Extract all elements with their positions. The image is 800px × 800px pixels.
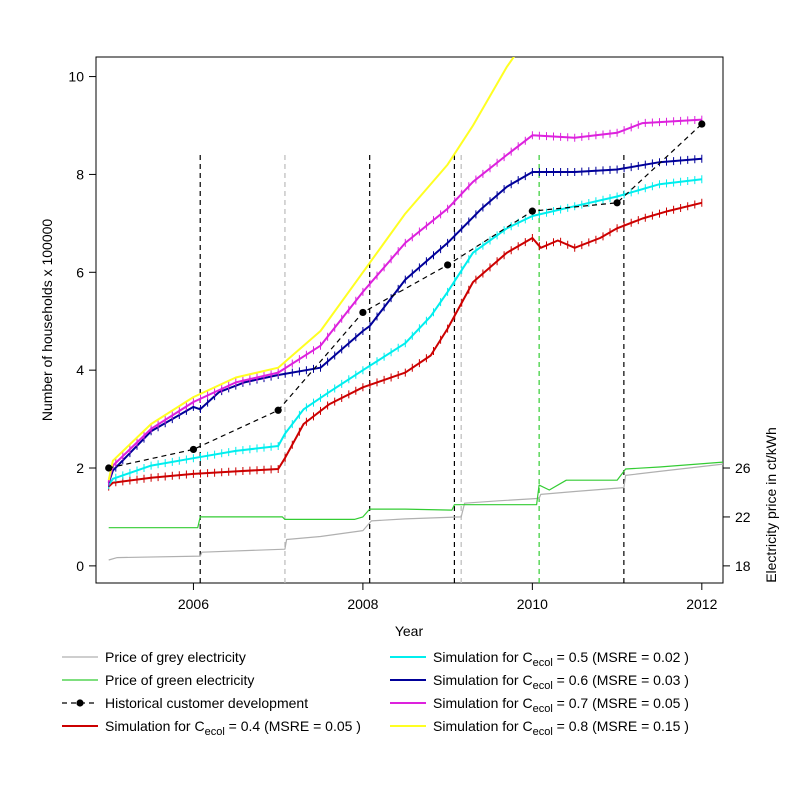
legend-item-c07: Simulation for Cecol = 0.7 (MSRE = 0.05 … [390, 695, 689, 715]
legend-label: Price of green electricity [105, 672, 254, 688]
y-tick-label: 2 [76, 460, 84, 476]
legend-label: Simulation for Cecol = 0.5 (MSRE = 0.02 … [433, 649, 689, 669]
hist-point-5 [528, 207, 536, 215]
series-marks-c06 [108, 154, 703, 487]
hist-point-6 [613, 199, 621, 207]
series-line-c07 [107, 118, 702, 482]
hist-point-3 [359, 308, 367, 317]
series-line-grey [108, 463, 723, 561]
y-tick-label: 8 [76, 166, 84, 182]
y-axis-title: Number of households x 100000 [39, 219, 55, 422]
legend-label: Simulation for Cecol = 0.8 (MSRE = 0.15 … [433, 718, 689, 738]
series-line-c05 [107, 178, 702, 486]
legend-item-grey: Price of grey electricity [62, 649, 246, 665]
legend-item-c06: Simulation for Cecol = 0.6 (MSRE = 0.03 … [390, 672, 689, 692]
legend-label-sub: ecol [533, 726, 553, 738]
series-c07 [107, 115, 703, 486]
legend-label-sub: ecol [533, 657, 553, 669]
y-tick-label: 4 [76, 362, 84, 378]
y-tick-label: 10 [68, 69, 84, 85]
legend-label: Simulation for Cecol = 0.6 (MSRE = 0.03 … [433, 672, 689, 692]
series-line-green [108, 461, 723, 529]
hist-point-7 [698, 120, 706, 128]
legend-item-c04: Simulation for Cecol = 0.4 (MSRE = 0.05 … [62, 718, 361, 738]
x-tick-label: 2008 [347, 596, 378, 612]
x-axis-title: Year [395, 623, 424, 639]
series-c08 [107, 57, 515, 481]
series-hist [105, 120, 706, 472]
x-tick-label: 2010 [517, 596, 548, 612]
hist-point-4 [444, 261, 452, 269]
legend-swatch-point [76, 699, 84, 707]
y2-tick-label: 18 [735, 558, 751, 574]
legend-label-post: = 0.8 (MSRE = 0.15 ) [553, 718, 689, 734]
legend-label-pre: Simulation for C [433, 695, 533, 711]
x-tick-label: 2012 [686, 596, 717, 612]
series-c06 [107, 154, 703, 487]
legend-item-green: Price of green electricity [62, 672, 254, 688]
legend-label: Price of grey electricity [105, 649, 246, 665]
legend: Price of grey electricity Price of green … [62, 649, 689, 738]
y-tick-label: 0 [76, 558, 84, 574]
legend-label: Historical customer development [105, 695, 308, 711]
legend-label-post: = 0.6 (MSRE = 0.03 ) [553, 672, 689, 688]
hist-point-1 [189, 445, 198, 454]
plot-frame [95, 56, 724, 584]
legend-item-c08: Simulation for Cecol = 0.8 (MSRE = 0.15 … [390, 718, 689, 738]
legend-label: Simulation for Cecol = 0.7 (MSRE = 0.05 … [433, 695, 689, 715]
series-marks-c05 [108, 175, 703, 490]
legend-item-hist: Historical customer development [62, 695, 308, 711]
hist-point-2 [274, 406, 282, 414]
legend-label: Simulation for Cecol = 0.4 (MSRE = 0.05 … [105, 718, 361, 738]
series-line-c06 [107, 157, 702, 484]
series-group [105, 57, 723, 561]
legend-label-sub: ecol [533, 680, 553, 692]
legend-label-pre: Simulation for C [433, 718, 533, 734]
legend-label-post: = 0.7 (MSRE = 0.05 ) [553, 695, 689, 711]
series-line-c08 [107, 57, 515, 481]
legend-label-post: = 0.4 (MSRE = 0.05 ) [225, 718, 361, 734]
y-tick-label: 6 [76, 264, 84, 280]
legend-label-sub: ecol [533, 703, 553, 715]
series-grey [108, 463, 723, 561]
legend-label-pre: Simulation for C [433, 649, 533, 665]
y2-tick-label: 26 [735, 460, 751, 476]
x-tick-label: 2006 [178, 596, 209, 612]
series-green [108, 461, 723, 529]
hist-point-0 [105, 464, 113, 472]
legend-label-pre: Simulation for C [105, 718, 205, 734]
series-line-hist [108, 123, 703, 469]
legend-label-sub: ecol [205, 726, 225, 738]
y2-tick-label: 22 [735, 509, 751, 525]
legend-item-c05: Simulation for Cecol = 0.5 (MSRE = 0.02 … [390, 649, 689, 669]
y2-axis-title: Electricity price in ct/kWh [763, 427, 779, 583]
axes-group: 2006 2008 2010 2012 0 2 4 6 8 10 18 22 26 [68, 69, 750, 612]
series-c05 [107, 175, 703, 490]
legend-label-post: = 0.5 (MSRE = 0.02 ) [553, 649, 689, 665]
series-marks-c07 [108, 115, 703, 486]
legend-label-pre: Simulation for C [433, 672, 533, 688]
